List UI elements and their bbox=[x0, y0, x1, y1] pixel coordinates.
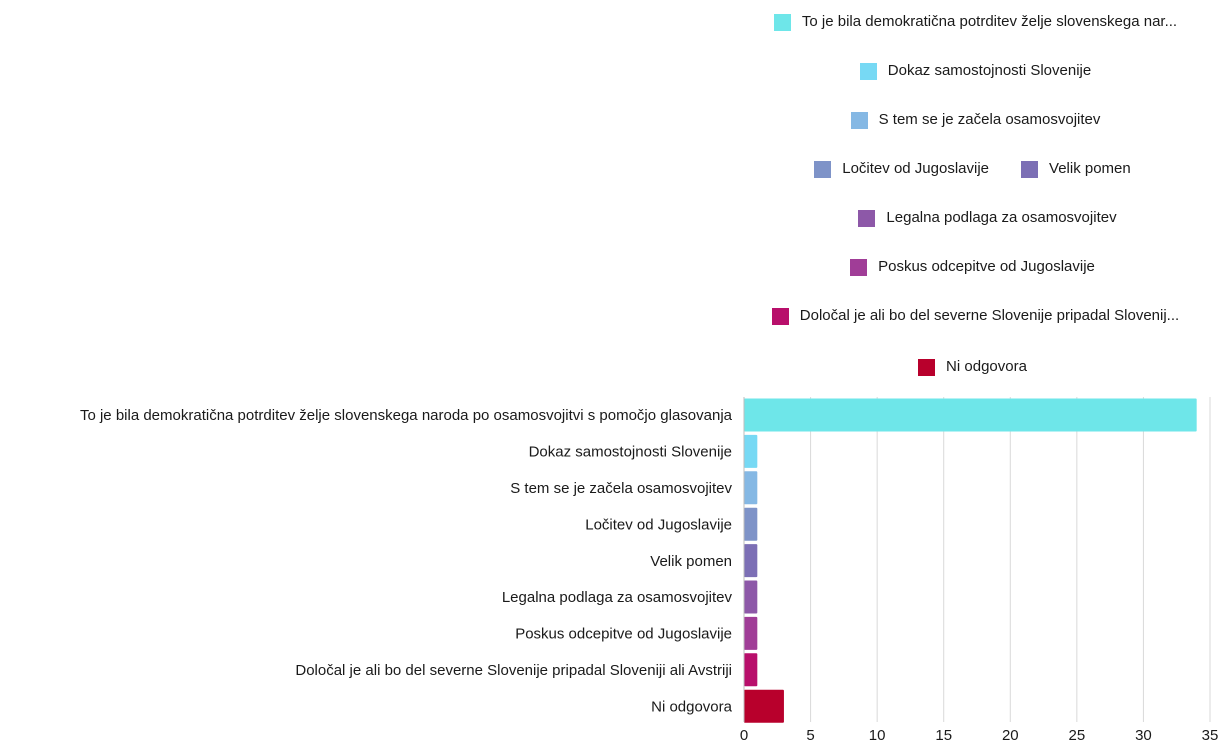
x-tick-label: 20 bbox=[1002, 727, 1019, 744]
legend-swatch bbox=[771, 307, 789, 325]
legend-row: Določal je ali bo del severne Slovenije … bbox=[713, 306, 1225, 326]
legend-row: Ločitev od Jugoslavije Velik pomen bbox=[710, 159, 1225, 179]
bar bbox=[744, 580, 758, 614]
x-tick-label: 25 bbox=[1069, 727, 1086, 744]
legend-row: Ni odgovora bbox=[710, 357, 1225, 377]
x-tick-label: 10 bbox=[869, 727, 886, 744]
legend-item[interactable]: Ni odgovora bbox=[918, 357, 1027, 377]
bar bbox=[744, 398, 1197, 432]
legend-row: S tem se je začela osamosvojitev bbox=[713, 110, 1225, 130]
legend-label: Dokaz samostojnosti Slovenije bbox=[887, 62, 1092, 79]
legend-label: Ni odgovora bbox=[946, 358, 1027, 375]
category-label: Določal je ali bo del severne Slovenije … bbox=[295, 662, 732, 679]
legend-item[interactable]: Dokaz samostojnosti Slovenije bbox=[859, 61, 1092, 81]
bar bbox=[744, 544, 758, 578]
bar bbox=[744, 616, 758, 650]
legend-row: Dokaz samostojnosti Slovenije bbox=[713, 61, 1225, 81]
category-label: Dokaz samostojnosti Slovenije bbox=[529, 444, 732, 461]
x-tick-label: 15 bbox=[935, 727, 952, 744]
x-tick-label: 30 bbox=[1135, 727, 1152, 744]
bar bbox=[744, 507, 758, 541]
legend-item[interactable]: S tem se je začela osamosvojitev bbox=[850, 110, 1101, 130]
category-label: Legalna podlaga za osamosvojitev bbox=[502, 589, 733, 606]
category-label: To je bila demokratična potrditev želje … bbox=[80, 407, 733, 424]
x-tick-label: 5 bbox=[806, 727, 814, 744]
legend-label: Poskus odcepitve od Jugoslavije bbox=[878, 258, 1095, 275]
bar bbox=[744, 653, 758, 687]
legend-label: To je bila demokratična potrditev želje … bbox=[801, 13, 1178, 30]
legend-swatch bbox=[1021, 160, 1039, 178]
legend-swatch bbox=[859, 62, 877, 80]
legend-item[interactable]: To je bila demokratična potrditev želje … bbox=[773, 12, 1178, 32]
legend-item[interactable]: Ločitev od Jugoslavije bbox=[814, 159, 989, 179]
legend-swatch bbox=[918, 358, 936, 376]
legend-item[interactable]: Poskus odcepitve od Jugoslavije bbox=[850, 257, 1095, 277]
x-tick-label: 0 bbox=[740, 727, 748, 744]
category-label: S tem se je začela osamosvojitev bbox=[510, 480, 732, 497]
legend-label: S tem se je začela osamosvojitev bbox=[878, 111, 1101, 128]
legend-label: Velik pomen bbox=[1049, 160, 1131, 177]
x-tick-label: 35 bbox=[1202, 727, 1219, 744]
bar bbox=[744, 689, 784, 723]
legend-row: Legalna podlaga za osamosvojitev bbox=[725, 208, 1225, 228]
category-label: Ločitev od Jugoslavije bbox=[585, 516, 732, 533]
category-label: Velik pomen bbox=[650, 553, 732, 570]
category-label: Poskus odcepitve od Jugoslavije bbox=[515, 626, 732, 643]
legend-swatch bbox=[858, 209, 876, 227]
legend-row: Poskus odcepitve od Jugoslavije bbox=[710, 257, 1225, 277]
legend-item[interactable]: Velik pomen bbox=[1021, 159, 1131, 179]
legend-row: To je bila demokratična potrditev želje … bbox=[713, 12, 1225, 32]
legend-label: Legalna podlaga za osamosvojitev bbox=[886, 209, 1117, 226]
legend-swatch bbox=[850, 258, 868, 276]
legend-label: Ločitev od Jugoslavije bbox=[842, 160, 990, 177]
category-label: Ni odgovora bbox=[651, 698, 733, 715]
legend-swatch bbox=[814, 160, 832, 178]
legend-swatch bbox=[773, 13, 791, 31]
legend-swatch bbox=[850, 111, 868, 129]
legend-label: Določal je ali bo del severne Slovenije … bbox=[799, 307, 1180, 324]
bar bbox=[744, 471, 758, 505]
legend-item[interactable]: Določal je ali bo del severne Slovenije … bbox=[771, 306, 1180, 326]
legend-item[interactable]: Legalna podlaga za osamosvojitev bbox=[858, 208, 1117, 228]
bar bbox=[744, 434, 758, 468]
